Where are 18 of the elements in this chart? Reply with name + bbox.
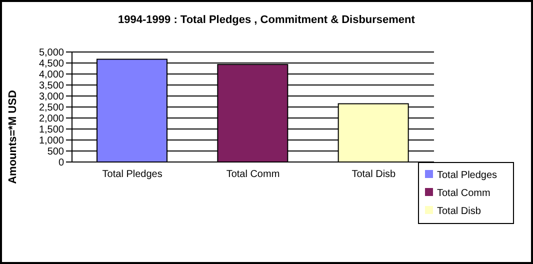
y-tick-label: 4,500 xyxy=(38,58,64,70)
y-tick-label: 2,000 xyxy=(38,114,64,125)
x-tick-label: Total Pledges xyxy=(102,169,162,180)
y-tick-label: 4,000 xyxy=(38,70,64,81)
legend-label: Total Comm xyxy=(437,188,490,199)
legend-label: Total Disb xyxy=(437,206,481,217)
x-tick-label: Total Comm xyxy=(226,169,280,180)
y-tick-label: 1,000 xyxy=(38,136,64,147)
y-tick-label: 500 xyxy=(47,146,64,158)
y-tick-label: 3,000 xyxy=(38,92,64,103)
y-tick-label: 0 xyxy=(58,158,64,169)
y-tick-label: 1,500 xyxy=(38,124,64,136)
y-tick-label: 5,000 xyxy=(38,48,64,59)
x-tick-label: Total Disb xyxy=(352,169,396,180)
y-tick-label: 2,500 xyxy=(38,102,64,114)
y-tick-label: 3,500 xyxy=(38,80,64,92)
chart-title: 1994-1999 : Total Pledges , Commitment & Disbursement xyxy=(117,14,416,26)
y-axis-title: Amounts=*M USD xyxy=(7,90,19,184)
